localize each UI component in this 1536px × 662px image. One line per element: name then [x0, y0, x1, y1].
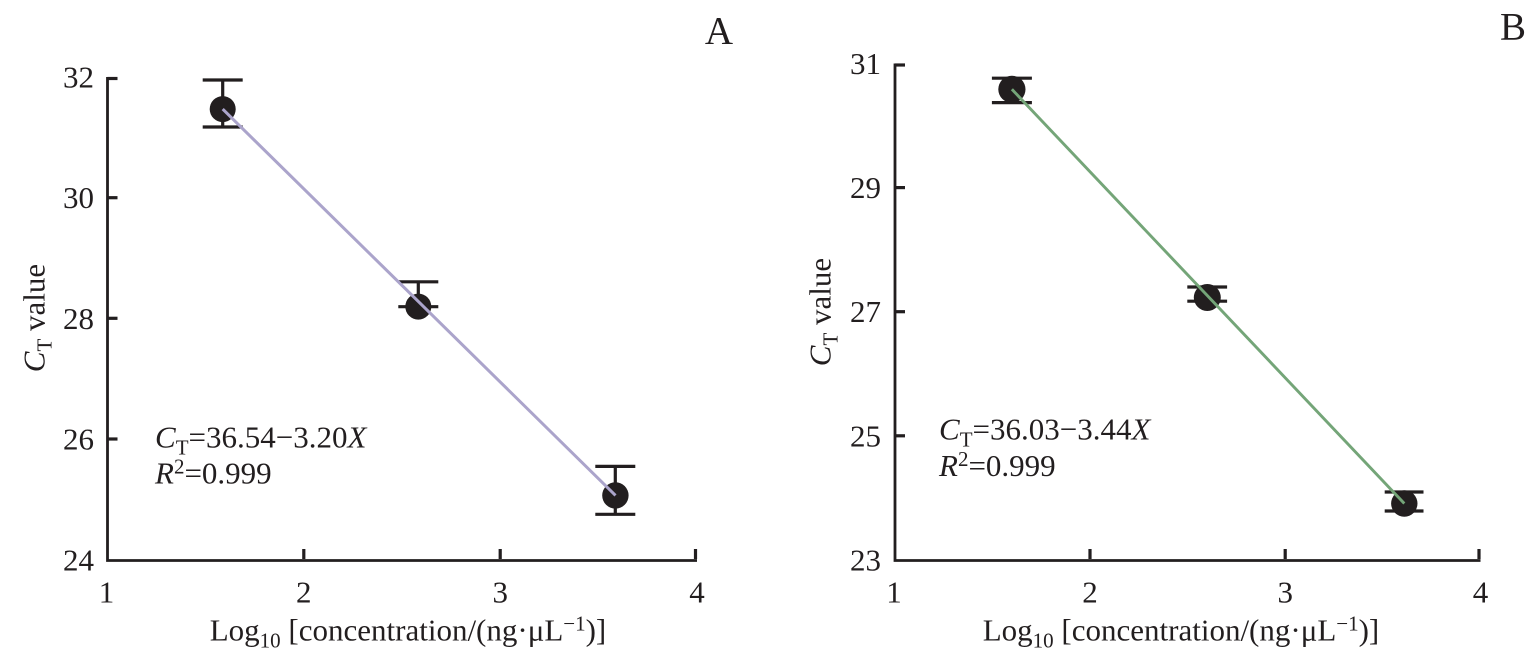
- svg-text:R2=0.999: R2=0.999: [154, 455, 272, 491]
- svg-text:24: 24: [63, 543, 95, 578]
- svg-text:1: 1: [886, 575, 902, 610]
- svg-text:25: 25: [850, 418, 881, 453]
- svg-text:CT=36.54−3.20X: CT=36.54−3.20X: [155, 420, 367, 460]
- svg-text:4: 4: [689, 575, 705, 610]
- svg-text:2: 2: [1082, 575, 1098, 610]
- svg-text:A: A: [705, 10, 733, 53]
- svg-text:29: 29: [850, 170, 881, 205]
- svg-text:26: 26: [63, 422, 94, 457]
- svg-text:2: 2: [296, 575, 312, 610]
- svg-text:3: 3: [492, 575, 508, 610]
- svg-text:28: 28: [63, 301, 94, 336]
- svg-text:CT=36.03−3.44X: CT=36.03−3.44X: [939, 412, 1151, 452]
- svg-text:Log10 [concentration/(ng·μL−1): Log10 [concentration/(ng·μL−1)]: [983, 612, 1380, 653]
- svg-text:Log10 [concentration/(ng·μL−1): Log10 [concentration/(ng·μL−1)]: [210, 612, 607, 653]
- svg-text:32: 32: [63, 60, 94, 95]
- svg-text:3: 3: [1277, 575, 1293, 610]
- svg-text:1: 1: [99, 575, 115, 610]
- svg-text:23: 23: [850, 543, 881, 578]
- svg-text:27: 27: [850, 294, 881, 329]
- svg-text:R2=0.999: R2=0.999: [938, 447, 1056, 483]
- svg-text:30: 30: [63, 180, 94, 215]
- svg-text:CT value: CT value: [803, 258, 843, 366]
- svg-text:B: B: [1500, 6, 1526, 49]
- svg-text:31: 31: [850, 46, 881, 81]
- svg-text:CT value: CT value: [17, 264, 57, 372]
- svg-text:4: 4: [1473, 575, 1489, 610]
